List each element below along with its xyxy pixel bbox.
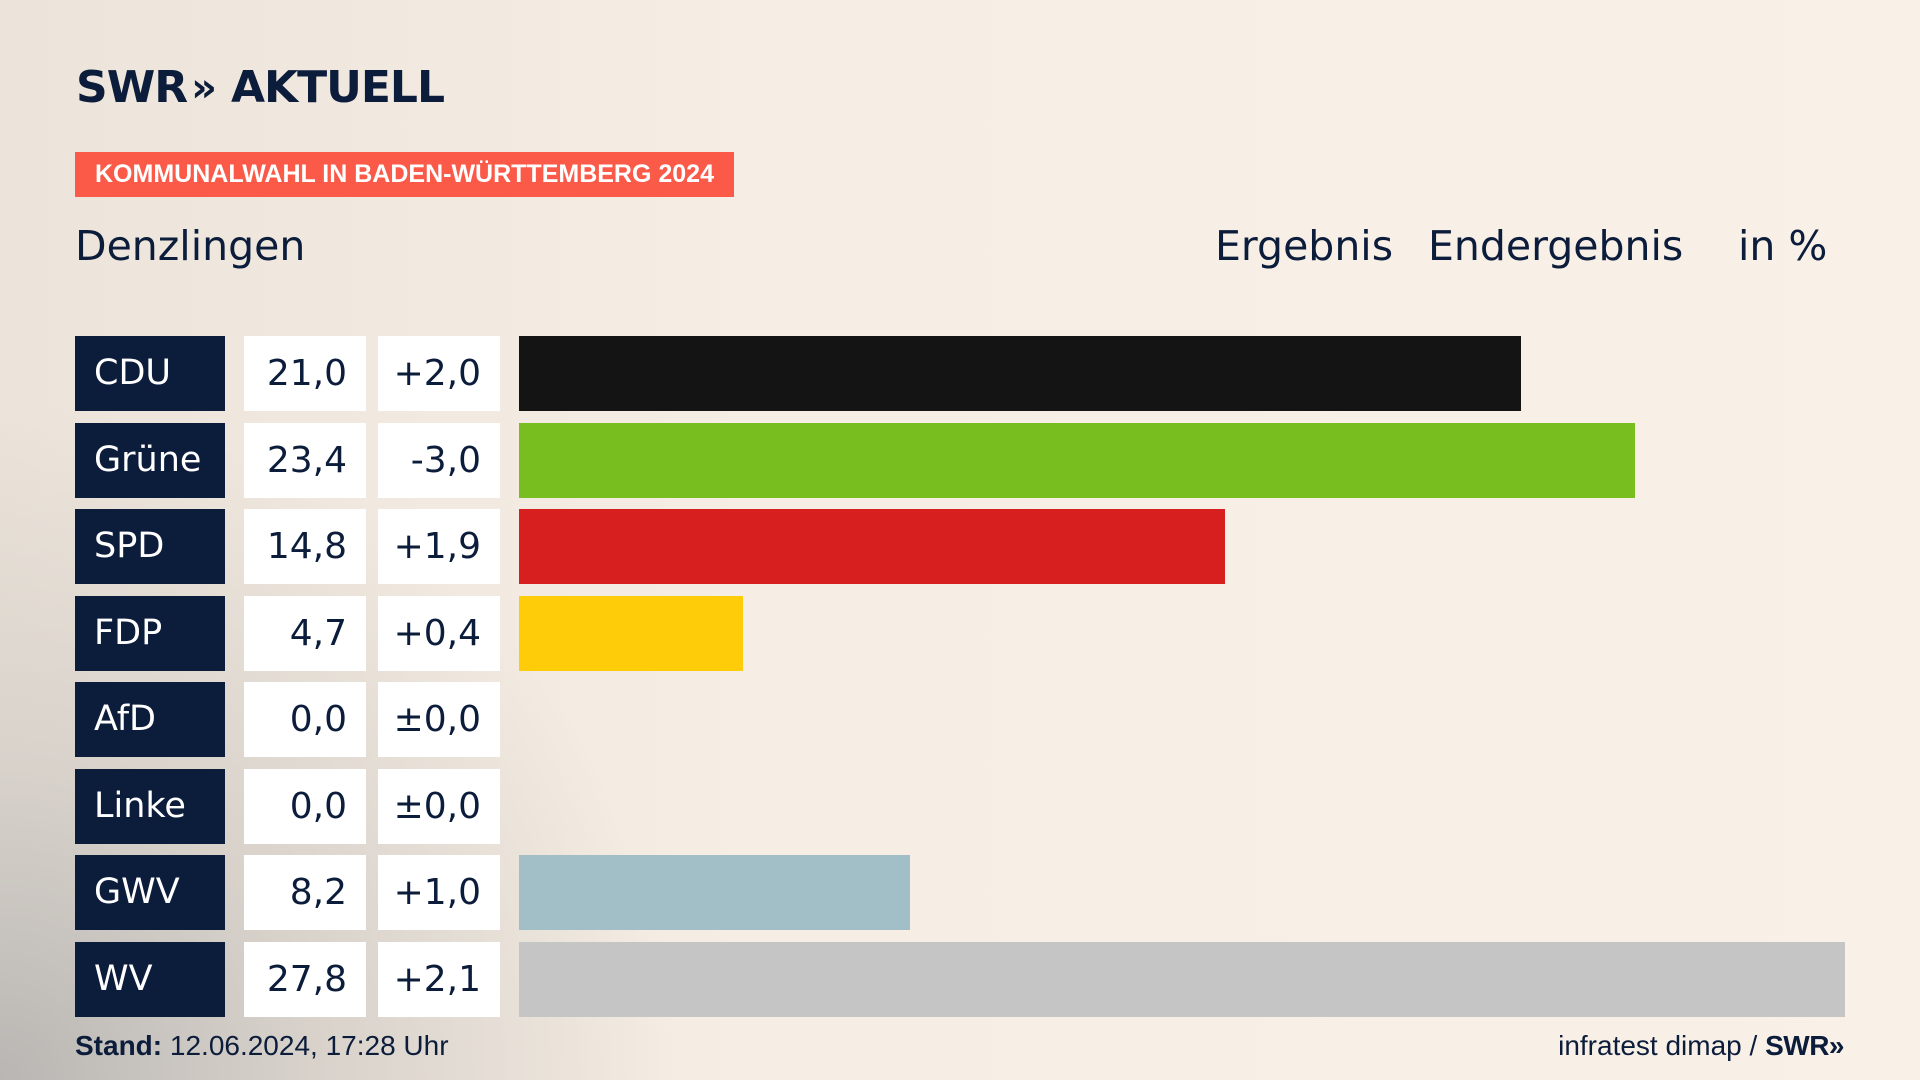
value-label-spd: 14,8 [244,509,366,584]
diff-label-fdp: +0,4 [378,596,500,671]
party-label-fdp: FDP [75,596,225,671]
result-label: Ergebnis [1215,222,1394,270]
bar-cdu [519,336,1521,411]
logo-aktuell-text: AKTUELL [230,62,445,113]
diff-label-spd: +1,9 [378,509,500,584]
swr-aktuell-logo: SWR » AKTUELL [76,62,445,113]
value-label-gr-ne: 23,4 [244,423,366,498]
party-label-wv: WV [75,942,225,1017]
diff-label-wv: +2,1 [378,942,500,1017]
source-credit: infratest dimap / SWR» [1558,1030,1844,1062]
source-swr-logo: SWR» [1765,1030,1844,1061]
value-label-wv: 27,8 [244,942,366,1017]
party-label-afd: AfD [75,682,225,757]
bar-gr-ne [519,423,1635,498]
logo-swr-text: SWR [76,62,188,113]
diff-label-gwv: +1,0 [378,855,500,930]
party-label-linke: Linke [75,769,225,844]
bar-gwv [519,855,910,930]
logo-chevron-icon: » [191,65,217,111]
unit-label: in % [1738,222,1828,270]
timestamp-value: 12.06.2024, 17:28 Uhr [169,1030,449,1061]
diff-label-gr-ne: -3,0 [378,423,500,498]
timestamp-label: Stand: [75,1030,163,1061]
party-label-cdu: CDU [75,336,225,411]
diff-label-linke: ±0,0 [378,769,500,844]
bar-fdp [519,596,743,671]
result-status: Endergebnis [1428,222,1684,270]
party-label-gwv: GWV [75,855,225,930]
value-label-gwv: 8,2 [244,855,366,930]
timestamp: Stand: 12.06.2024, 17:28 Uhr [75,1030,449,1062]
source-text: infratest dimap / [1558,1030,1758,1061]
diff-label-afd: ±0,0 [378,682,500,757]
value-label-cdu: 21,0 [244,336,366,411]
bar-spd [519,509,1225,584]
party-label-gr-ne: Grüne [75,423,225,498]
value-label-fdp: 4,7 [244,596,366,671]
election-badge: KOMMUNALWAHL IN BADEN-WÜRTTEMBERG 2024 [75,152,734,197]
place-title: Denzlingen [75,222,306,270]
bar-wv [519,942,1845,1017]
diff-label-cdu: +2,0 [378,336,500,411]
party-label-spd: SPD [75,509,225,584]
value-label-afd: 0,0 [244,682,366,757]
value-label-linke: 0,0 [244,769,366,844]
